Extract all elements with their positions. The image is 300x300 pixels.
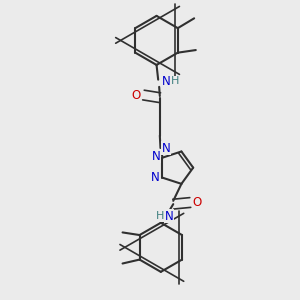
Text: H: H <box>171 76 179 86</box>
Text: O: O <box>132 88 141 101</box>
Text: N: N <box>151 171 160 184</box>
Text: O: O <box>193 196 202 209</box>
Text: H: H <box>156 211 164 221</box>
Text: N: N <box>152 149 160 163</box>
Text: N: N <box>165 210 174 223</box>
Text: N: N <box>162 75 171 88</box>
Text: N: N <box>162 142 171 154</box>
